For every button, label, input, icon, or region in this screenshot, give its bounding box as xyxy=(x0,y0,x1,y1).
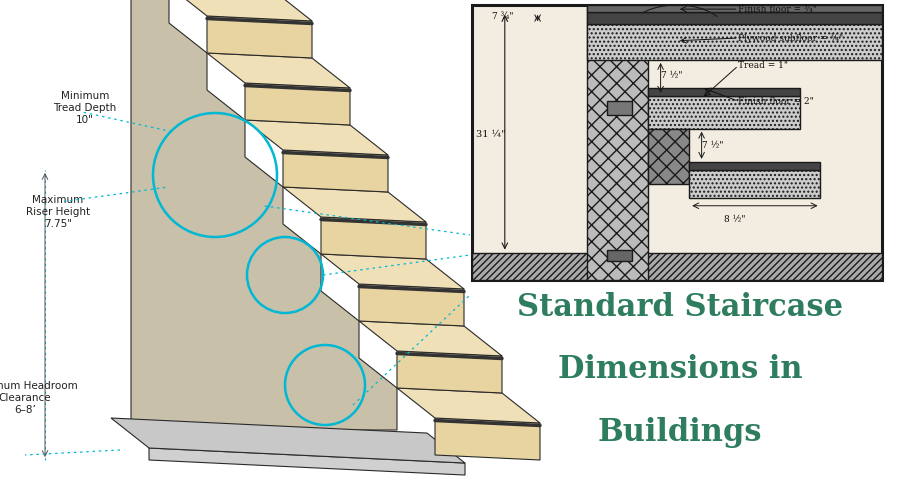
Polygon shape xyxy=(359,284,464,326)
Text: Tread = 1": Tread = 1" xyxy=(739,61,788,70)
Polygon shape xyxy=(111,418,465,463)
Polygon shape xyxy=(397,351,502,393)
Text: Dimensions in: Dimensions in xyxy=(558,355,802,385)
Text: 31 ¼": 31 ¼" xyxy=(476,130,506,139)
Polygon shape xyxy=(648,87,800,96)
Polygon shape xyxy=(608,250,632,261)
Polygon shape xyxy=(587,5,882,12)
Polygon shape xyxy=(207,16,312,58)
Text: 7 ½": 7 ½" xyxy=(661,71,682,80)
Text: Finish floor = 2": Finish floor = 2" xyxy=(739,97,814,106)
Polygon shape xyxy=(321,217,426,259)
Polygon shape xyxy=(169,0,312,21)
Text: Standard Staircase: Standard Staircase xyxy=(517,292,843,324)
Polygon shape xyxy=(397,388,540,423)
Polygon shape xyxy=(587,24,882,60)
Polygon shape xyxy=(608,101,632,115)
Text: 8 ½": 8 ½" xyxy=(724,215,745,224)
Polygon shape xyxy=(435,418,540,460)
Polygon shape xyxy=(648,96,800,129)
Text: Minimum
Tread Depth
10": Minimum Tread Depth 10" xyxy=(53,91,117,125)
Polygon shape xyxy=(689,170,821,197)
Polygon shape xyxy=(149,448,465,475)
Text: 7 ½": 7 ½" xyxy=(702,141,723,150)
Polygon shape xyxy=(207,53,350,88)
Polygon shape xyxy=(648,129,689,184)
Text: Plywood subfloor = ¾": Plywood subfloor = ¾" xyxy=(739,33,843,43)
Polygon shape xyxy=(321,254,464,289)
Text: Maximum
Riser Height
7.75": Maximum Riser Height 7.75" xyxy=(26,195,90,228)
Polygon shape xyxy=(359,321,502,356)
Polygon shape xyxy=(283,187,426,222)
Polygon shape xyxy=(587,5,648,280)
Text: Finish floor = ¾": Finish floor = ¾" xyxy=(739,5,817,13)
Polygon shape xyxy=(587,12,882,24)
Text: Buildings: Buildings xyxy=(598,417,762,447)
Polygon shape xyxy=(283,150,388,192)
FancyBboxPatch shape xyxy=(472,5,882,280)
Text: Minimum Headroom
Clearance
6–8’: Minimum Headroom Clearance 6–8’ xyxy=(0,382,78,415)
Polygon shape xyxy=(112,0,397,430)
Polygon shape xyxy=(245,83,350,125)
Polygon shape xyxy=(689,162,821,170)
Polygon shape xyxy=(472,252,882,280)
Polygon shape xyxy=(245,120,388,155)
Text: 7 ¾": 7 ¾" xyxy=(492,12,514,21)
